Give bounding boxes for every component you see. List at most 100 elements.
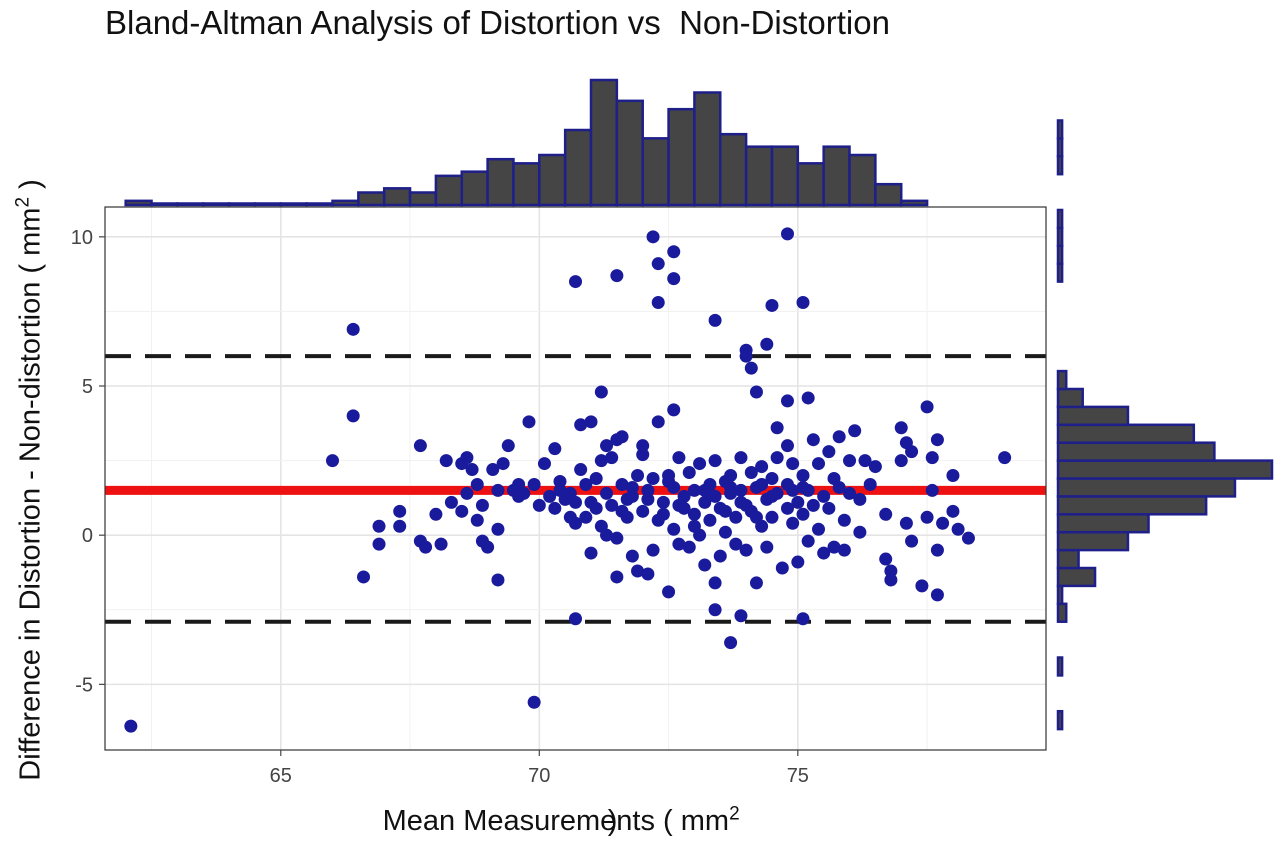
data-point: [646, 543, 660, 557]
data-point: [698, 483, 712, 497]
data-point: [584, 546, 598, 560]
data-point: [672, 537, 686, 551]
data-point: [346, 409, 360, 423]
data-point: [734, 495, 748, 509]
data-point: [786, 457, 800, 471]
data-point: [651, 257, 665, 271]
data-point: [569, 612, 582, 626]
data-point: [765, 489, 779, 503]
data-point: [755, 477, 769, 491]
data-point: [641, 492, 655, 506]
data-point: [780, 439, 794, 453]
top-histogram-bar: [305, 202, 334, 207]
right-histogram-bar: [1056, 155, 1064, 176]
data-point: [600, 439, 614, 453]
data-point: [786, 516, 800, 530]
data-point: [853, 525, 867, 539]
data-point: [718, 504, 732, 518]
data-point: [651, 415, 665, 429]
data-point: [698, 558, 712, 572]
data-point: [636, 439, 650, 453]
right-histogram-bar: [1056, 119, 1064, 140]
data-point: [687, 519, 701, 533]
top-histogram-bar: [770, 145, 800, 207]
data-point: [460, 486, 474, 500]
data-point: [796, 612, 810, 626]
data-point: [796, 469, 810, 483]
data-point: [615, 430, 629, 444]
data-point: [615, 477, 629, 491]
data-point: [646, 472, 660, 485]
data-point: [749, 576, 763, 590]
data-point: [667, 245, 681, 259]
data-point: [822, 501, 836, 515]
data-point: [998, 451, 1012, 465]
data-point: [527, 695, 541, 709]
top-histogram-bar: [331, 199, 360, 207]
data-point: [780, 227, 794, 241]
data-point: [770, 451, 784, 465]
data-point: [729, 537, 743, 551]
data-point: [791, 555, 805, 569]
data-point: [827, 540, 841, 554]
data-point: [920, 400, 934, 414]
data-point: [915, 579, 929, 593]
right-histogram-bar: [1056, 262, 1064, 283]
right-histogram-bar: [1056, 459, 1274, 480]
data-point: [455, 504, 469, 518]
data-point: [687, 483, 701, 497]
data-point: [832, 480, 846, 494]
data-point: [667, 403, 681, 417]
data-point: [879, 552, 893, 566]
data-point: [899, 516, 913, 530]
data-point: [724, 480, 738, 494]
data-point: [584, 495, 598, 509]
data-point: [594, 454, 608, 468]
data-point: [501, 439, 515, 453]
right-histogram: [1056, 119, 1274, 731]
data-point: [625, 480, 639, 494]
top-histogram-bar: [408, 191, 438, 207]
plot-border: [104, 206, 1047, 751]
data-point: [760, 337, 774, 351]
data-point: [796, 480, 810, 494]
data-point: [796, 507, 810, 521]
top-histogram-bar: [719, 132, 748, 207]
data-point: [812, 457, 826, 471]
data-point: [749, 385, 763, 399]
data-point: [734, 483, 748, 497]
right-histogram-bar: [1056, 602, 1068, 623]
top-histogram-bar: [667, 107, 696, 207]
data-point: [905, 445, 919, 459]
data-point: [636, 448, 650, 462]
data-point: [543, 489, 557, 503]
data-point: [765, 472, 779, 485]
data-point: [574, 463, 588, 477]
data-point: [610, 269, 624, 283]
data-point: [920, 510, 934, 524]
data-point: [465, 463, 479, 477]
right-histogram-bar: [1056, 387, 1084, 409]
data-point: [946, 469, 960, 483]
top-histogram-bar: [201, 202, 231, 207]
right-histogram-bar: [1056, 530, 1130, 552]
data-point: [325, 454, 339, 468]
data-point: [801, 534, 815, 548]
data-point: [682, 466, 696, 480]
data-point: [548, 442, 562, 456]
y-tick-label: 10: [71, 227, 93, 249]
right-histogram-bar: [1056, 495, 1208, 516]
data-point: [656, 495, 670, 509]
x-tick-label: 65: [270, 765, 292, 787]
data-point: [961, 531, 975, 545]
data-point: [822, 445, 836, 459]
right-histogram-bar: [1056, 441, 1216, 462]
data-point: [739, 349, 753, 363]
data-point: [894, 421, 908, 435]
data-point: [734, 451, 748, 465]
data-point: [610, 531, 624, 545]
right-histogram-bar: [1056, 208, 1064, 230]
data-point: [884, 573, 898, 587]
data-point: [527, 477, 541, 491]
data-point: [537, 457, 551, 471]
